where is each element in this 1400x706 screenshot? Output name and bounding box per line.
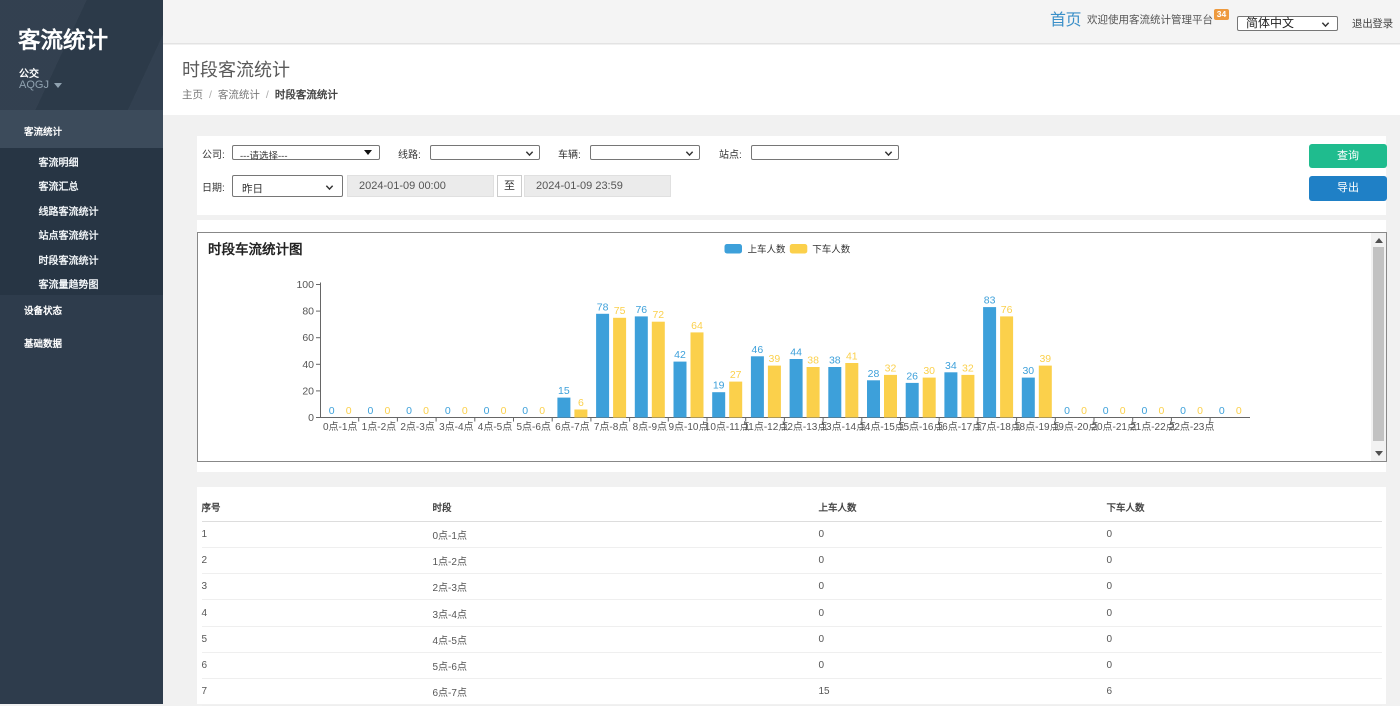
svg-text:64: 64 [691,320,703,332]
svg-text:44: 44 [790,347,802,359]
svg-text:14点-15点: 14点-15点 [859,421,905,433]
svg-text:下车人数: 下车人数 [812,244,851,256]
svg-text:0: 0 [1081,405,1087,417]
svg-text:0: 0 [1141,405,1147,417]
svg-text:8点-9点: 8点-9点 [633,421,667,433]
svg-text:0: 0 [1180,405,1186,417]
svg-text:0: 0 [484,405,490,417]
svg-text:76: 76 [635,304,647,316]
svg-text:0: 0 [308,412,314,424]
svg-text:16点-17点: 16点-17点 [937,421,983,433]
svg-text:41: 41 [846,351,858,363]
svg-text:40: 40 [302,359,314,371]
svg-text:12点-13点: 12点-13点 [782,421,828,433]
svg-text:100: 100 [296,279,314,291]
svg-text:0: 0 [1158,405,1164,417]
svg-text:38: 38 [807,355,819,367]
svg-text:20点-21点: 20点-21点 [1091,421,1137,433]
svg-text:78: 78 [597,301,609,313]
svg-text:0: 0 [367,405,373,417]
svg-text:32: 32 [885,362,897,374]
svg-text:32: 32 [962,362,974,374]
svg-text:0: 0 [423,405,429,417]
svg-text:80: 80 [302,306,314,318]
svg-text:上车人数: 上车人数 [748,244,787,256]
svg-text:13点-14点: 13点-14点 [821,421,867,433]
svg-text:20: 20 [302,385,314,397]
svg-text:19点-20点: 19点-20点 [1053,421,1099,433]
svg-text:0: 0 [522,405,528,417]
svg-text:30: 30 [1022,365,1034,377]
svg-text:21点-22点: 21点-22点 [1130,421,1176,433]
svg-text:18点-19点: 18点-19点 [1014,421,1060,433]
svg-text:5点-6点: 5点-6点 [516,421,550,433]
svg-text:75: 75 [614,305,626,317]
svg-text:0: 0 [1103,405,1109,417]
svg-text:9点-10点: 9点-10点 [668,421,708,433]
svg-text:0: 0 [1120,405,1126,417]
svg-text:26: 26 [906,370,918,382]
svg-text:0: 0 [1236,405,1242,417]
svg-text:0: 0 [501,405,507,417]
svg-text:19: 19 [713,380,725,392]
svg-text:0: 0 [1219,405,1225,417]
svg-text:46: 46 [752,344,764,356]
svg-text:60: 60 [302,332,314,344]
svg-text:28: 28 [868,368,880,380]
svg-text:83: 83 [984,295,996,307]
svg-text:3点-4点: 3点-4点 [439,421,473,433]
svg-text:76: 76 [1001,304,1013,316]
svg-text:4点-5点: 4点-5点 [478,421,512,433]
svg-text:30: 30 [923,365,935,377]
svg-text:0: 0 [462,405,468,417]
svg-text:7点-8点: 7点-8点 [594,421,628,433]
svg-text:0: 0 [384,405,390,417]
svg-text:38: 38 [829,355,841,367]
svg-text:0点-1点: 0点-1点 [323,421,357,433]
svg-text:0: 0 [406,405,412,417]
svg-text:0: 0 [1064,405,1070,417]
svg-text:22点-23点: 22点-23点 [1169,421,1215,433]
svg-text:0: 0 [445,405,451,417]
svg-text:6点-7点: 6点-7点 [555,421,589,433]
svg-text:15点-16点: 15点-16点 [898,421,944,433]
svg-text:42: 42 [674,349,686,361]
svg-text:0: 0 [539,405,545,417]
svg-text:39: 39 [769,353,781,365]
svg-text:39: 39 [1039,353,1051,365]
svg-text:10点-11点: 10点-11点 [705,421,750,433]
svg-text:6: 6 [578,397,584,409]
svg-text:0: 0 [329,405,335,417]
svg-text:11点-12点: 11点-12点 [743,421,788,433]
svg-text:17点-18点: 17点-18点 [975,421,1021,433]
svg-text:0: 0 [346,405,352,417]
svg-text:72: 72 [652,309,664,321]
svg-text:27: 27 [730,369,742,381]
svg-text:0: 0 [1197,405,1203,417]
svg-text:1点-2点: 1点-2点 [362,421,396,433]
svg-text:15: 15 [558,385,570,397]
svg-text:2点-3点: 2点-3点 [400,421,434,433]
svg-text:34: 34 [945,360,957,372]
